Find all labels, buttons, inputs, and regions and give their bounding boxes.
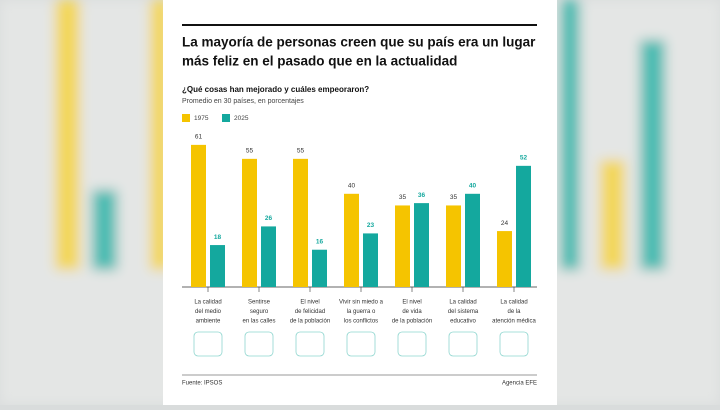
- value-label: 18: [214, 234, 222, 241]
- x-tick-label: El nivel: [402, 300, 421, 306]
- x-tick-label: del medio: [195, 309, 222, 315]
- bar: [363, 233, 378, 287]
- bar: [516, 165, 531, 287]
- legend-label: 1975: [194, 115, 209, 122]
- bar: [395, 205, 410, 287]
- category-icon: [295, 331, 325, 357]
- subtitle: ¿Qué cosas han mejorado y cuáles empeora…: [182, 85, 369, 94]
- credit: Agencia EFE: [502, 381, 537, 387]
- value-label: 55: [246, 148, 254, 155]
- value-label: 52: [520, 155, 528, 162]
- category-icon: [499, 331, 529, 357]
- category-icon: [346, 331, 376, 357]
- legend-label: 2025: [234, 115, 249, 122]
- value-label: 23: [367, 222, 375, 229]
- bar: [497, 231, 512, 287]
- value-label: 35: [399, 194, 407, 201]
- value-label: 35: [450, 194, 458, 201]
- x-tick-label: El nivel: [300, 300, 319, 306]
- x-tick-label: ambiente: [196, 319, 221, 325]
- value-label: 40: [469, 183, 477, 190]
- x-tick-label: La calidad: [449, 300, 476, 306]
- bar: [446, 205, 461, 287]
- category-icon: [448, 331, 478, 357]
- x-tick-label: La calidad: [194, 300, 221, 306]
- x-tick-label: seguro: [250, 309, 269, 315]
- x-tick-label: la guerra o: [347, 309, 376, 315]
- bar: [261, 226, 276, 287]
- x-tick-label: educativo: [450, 319, 476, 325]
- value-label: 16: [316, 238, 324, 245]
- legend-swatch: [222, 114, 230, 122]
- x-tick-label: los conflictos: [344, 319, 378, 325]
- x-tick-label: Sentirse: [248, 300, 271, 306]
- value-label: 61: [195, 134, 203, 141]
- title: más feliz en el pasado que en la actuali…: [182, 54, 457, 69]
- x-tick-label: La calidad: [500, 300, 527, 306]
- legend-swatch: [182, 114, 190, 122]
- bar: [293, 158, 308, 287]
- x-tick-label: Vivir sin miedo a: [339, 300, 384, 306]
- source: Fuente: IPSOS: [182, 381, 222, 387]
- value-label: 36: [418, 192, 426, 199]
- category-icon: [244, 331, 274, 357]
- bar: [344, 193, 359, 287]
- note: Promedio en 30 países, en porcentajes: [182, 98, 304, 105]
- bar: [414, 203, 429, 287]
- value-label: 26: [265, 215, 273, 222]
- card: [163, 0, 557, 405]
- x-tick-label: de la población: [392, 319, 432, 325]
- bar: [191, 144, 206, 287]
- value-label: 40: [348, 183, 356, 190]
- x-tick-label: de la: [507, 309, 521, 315]
- x-tick-label: de felicidad: [295, 309, 325, 315]
- bar: [465, 193, 480, 287]
- bar: [242, 158, 257, 287]
- x-tick-label: en las calles: [242, 319, 275, 325]
- category-icon: [397, 331, 427, 357]
- bar: [210, 245, 225, 287]
- title: La mayoría de personas creen que su país…: [182, 35, 536, 50]
- value-label: 24: [501, 220, 509, 227]
- x-tick-label: del sistema: [448, 309, 479, 315]
- category-icon: [193, 331, 223, 357]
- bar: [312, 249, 327, 287]
- x-tick-label: atención médica: [492, 319, 536, 325]
- x-tick-label: de vida: [402, 309, 422, 315]
- x-tick-label: de la población: [290, 319, 330, 325]
- value-label: 55: [297, 148, 305, 155]
